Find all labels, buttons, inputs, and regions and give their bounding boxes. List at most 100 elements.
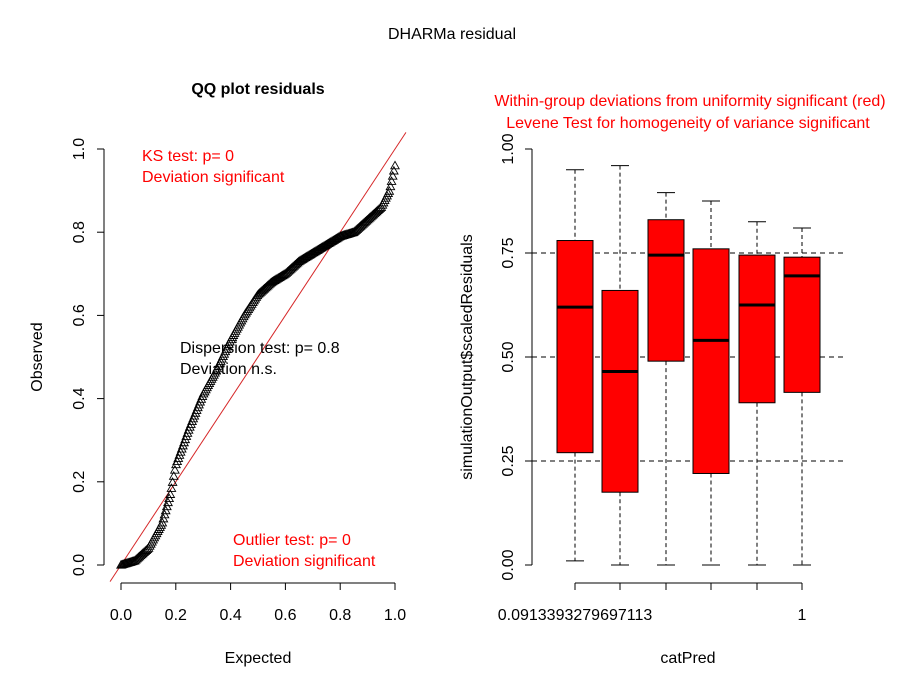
- qq-point: [384, 186, 395, 195]
- boxplot-box-group: [738, 221, 776, 566]
- qq-point: [176, 443, 187, 453]
- qq-point: [359, 217, 370, 227]
- qq-point: [136, 549, 147, 559]
- qq-point: [372, 205, 383, 215]
- boxplot-box: [556, 240, 594, 454]
- qq-y-tick-label: 0.6: [71, 304, 88, 326]
- qq-point: [165, 489, 176, 498]
- boxplot-x-label: catPred: [660, 650, 715, 667]
- qq-point: [387, 170, 398, 180]
- qq-point: [285, 263, 296, 273]
- ks-test-text: KS test: p= 0: [142, 148, 234, 165]
- qq-x-tick-label: 0.0: [110, 607, 132, 624]
- qq-point: [257, 285, 267, 295]
- dispersion-test-text: Dispersion test: p= 0.8: [180, 340, 340, 357]
- qq-point: [258, 284, 269, 294]
- qq-point: [171, 459, 182, 469]
- qq-point: [255, 286, 266, 296]
- qq-point: [368, 209, 379, 219]
- qq-x-tick-label: 0.8: [329, 607, 351, 624]
- boxplot-box-group: [692, 200, 730, 566]
- qq-point: [166, 483, 177, 492]
- qq-point: [174, 450, 185, 459]
- boxplot-box: [783, 256, 821, 393]
- boxplot-reflines-layer: [532, 252, 845, 462]
- qq-plot-panel: QQ plot residuals 0.0 0.2 0.4 0.6 0.8 1.0 0.0…: [29, 81, 407, 667]
- qq-point: [259, 283, 270, 293]
- qq-point: [253, 288, 264, 298]
- qq-point: [130, 554, 141, 564]
- qq-point: [373, 204, 384, 213]
- qq-refline-layer: [109, 132, 407, 582]
- qq-y-tick-label: 0.8: [71, 221, 88, 243]
- qq-point: [179, 437, 190, 447]
- qq-x-axis: 0.0 0.2 0.4 0.6 0.8 1.0: [110, 582, 406, 624]
- qq-point: [133, 552, 144, 562]
- qq-point: [283, 265, 294, 275]
- qq-point: [390, 160, 400, 170]
- qq-point: [182, 428, 193, 437]
- boxplot-x-axis: 0.0913393279697113 1: [498, 582, 807, 624]
- qq-y-label: Observed: [29, 322, 46, 391]
- qq-x-tick-label: 1.0: [384, 607, 406, 624]
- boxplot-box-group: [783, 227, 821, 566]
- qq-point: [135, 550, 146, 560]
- boxplot-y-tick-label: 0.50: [500, 341, 517, 372]
- qq-point: [365, 211, 376, 221]
- qq-point: [370, 207, 381, 217]
- boxplot-box: [601, 289, 639, 493]
- qq-point: [349, 226, 360, 235]
- boxplot-x-tick-label: 0.0913393279697113: [498, 607, 653, 624]
- qq-y-axis: 0.0 0.2 0.4 0.6 0.8 1.0: [71, 138, 105, 576]
- qq-point: [261, 281, 272, 291]
- boxplot-y-tick-label: 0.75: [500, 237, 517, 268]
- qq-y-tick-label: 0.0: [71, 554, 88, 576]
- qq-point: [254, 287, 265, 297]
- boxplot-title-line1: Within-group deviations from uniformity …: [494, 93, 885, 110]
- ks-deviation-text: Deviation significant: [142, 169, 285, 186]
- qq-point: [357, 218, 368, 228]
- qq-point: [354, 222, 365, 231]
- qq-y-tick-label: 1.0: [71, 138, 88, 160]
- qq-point: [351, 225, 361, 234]
- qq-points-layer: [116, 160, 400, 569]
- boxplot-y-label: simulationOutput$scaledResiduals: [459, 234, 476, 479]
- main-title: DHARMa residual: [388, 26, 516, 43]
- qq-point: [360, 216, 371, 226]
- qq-point: [287, 261, 298, 271]
- qq-point: [388, 165, 399, 175]
- qq-point: [371, 206, 382, 216]
- qq-reference-line: [109, 132, 407, 582]
- dispersion-deviation-text: Deviation n.s.: [180, 361, 277, 378]
- qq-point: [364, 212, 375, 222]
- qq-x-tick-label: 0.2: [165, 607, 187, 624]
- qq-point: [284, 264, 295, 274]
- boxplot-y-tick-label: 0.25: [500, 445, 517, 476]
- qq-point: [177, 440, 188, 450]
- boxplot-box-group: [601, 165, 639, 566]
- qq-point: [385, 181, 396, 191]
- qq-point: [132, 553, 143, 563]
- qq-x-label: Expected: [225, 650, 292, 667]
- boxplot-y-tick-label: 1.00: [500, 133, 517, 164]
- qq-point: [137, 548, 148, 558]
- boxplot-box-group: [556, 169, 594, 562]
- qq-point: [367, 210, 378, 220]
- qq-y-tick-label: 0.4: [71, 387, 88, 409]
- boxplot-panel: Within-group deviations from uniformity …: [459, 93, 886, 667]
- boxplot-y-axis: 0.00 0.25 0.50 0.75 1.00: [500, 133, 533, 581]
- qq-point: [167, 477, 178, 486]
- qq-point: [363, 213, 374, 223]
- qq-point: [173, 453, 184, 462]
- qq-point: [386, 176, 397, 185]
- boxplot-boxes-layer: [556, 165, 821, 566]
- qq-point: [260, 282, 271, 292]
- qq-point: [168, 471, 179, 480]
- qq-point: [356, 219, 367, 229]
- qq-plot-title: QQ plot residuals: [191, 81, 324, 98]
- qq-point: [141, 545, 152, 554]
- qq-point: [286, 262, 297, 272]
- qq-point: [361, 215, 372, 225]
- boxplot-box-group: [647, 192, 685, 566]
